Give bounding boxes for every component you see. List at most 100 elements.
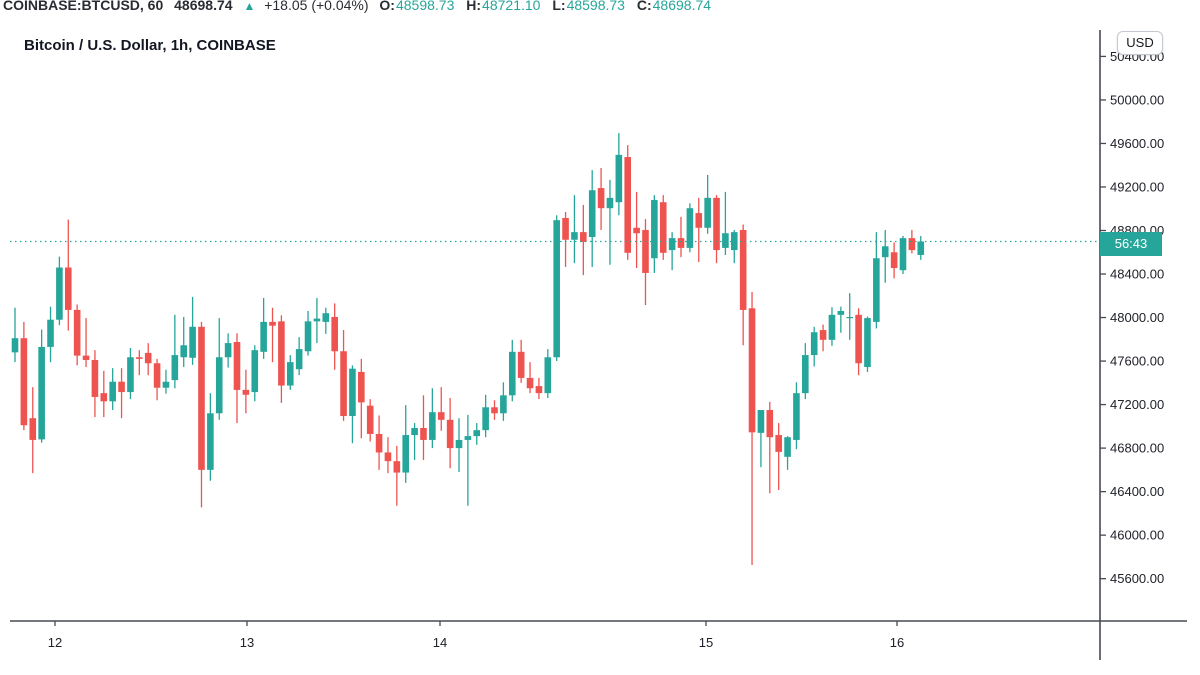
candle-body-up [251,350,259,393]
candle-body-down [144,352,152,364]
currency-button[interactable]: USD [1117,31,1163,55]
candle-body-down [153,363,161,388]
up-triangle-icon: ▲ [243,0,256,13]
candle-body-down [855,314,862,364]
candle-body-up [508,351,516,396]
candle-body-up [189,326,196,358]
candle-body-down [437,412,445,420]
price-axis-label: 48000.00 [1110,310,1164,325]
high-value: 48721.10 [482,0,541,13]
candle-body-down [535,386,543,394]
candle-body-down [748,308,756,433]
candle-body-up [322,313,330,322]
candle-body-up [615,154,623,203]
price-axis-label: 46800.00 [1110,441,1164,456]
time-axis-label: 12 [48,635,62,650]
candle-body-up [651,200,658,259]
candle-body-up [349,368,356,417]
price-axis-label: 47600.00 [1110,354,1164,369]
price-axis-label: 47200.00 [1110,397,1164,412]
countdown-price-label: 56:43 [1100,232,1162,256]
price-axis-label: 48400.00 [1110,267,1164,282]
candle-body-down [375,433,383,453]
price-axis-label: 45600.00 [1110,571,1164,586]
candle-body-down [242,389,250,395]
time-axis[interactable] [10,621,1187,660]
candle-body-down [393,461,401,473]
candle-body-up [757,410,765,433]
candle-body-up [810,332,818,356]
candle-body-up [846,316,854,319]
candle-body-up [881,246,889,258]
candle-body-down [269,321,276,326]
candle-body-up [402,435,410,473]
candle-body-up [473,430,481,437]
candle-body-down [659,202,667,253]
high-label: H: [466,0,482,13]
candle-body-up [215,357,223,414]
candle-body-up [47,319,54,347]
open-value: 48598.73 [395,0,455,13]
price-axis-label: 49200.00 [1110,179,1164,194]
candle-body-up [171,355,179,381]
candle-body-up [917,241,925,255]
open-label: O: [379,0,395,13]
candle-body-down [136,357,143,359]
candle-body-down [633,227,640,234]
candle-body-up [224,343,232,358]
symbol-text: COINBASE:BTCUSD, 60 [3,0,164,13]
candle-body-up [873,258,880,322]
time-axis-label: 16 [890,635,904,650]
candle-body-up [260,321,267,352]
candle-body-down [384,452,392,462]
candle-body-down [890,252,898,269]
candle-body-up [837,311,845,315]
candle-body-down [233,342,241,390]
candle-body-up [668,238,676,251]
candle-body-up [864,318,871,368]
candle-body-up [180,345,188,358]
candle-body-down [580,232,587,242]
candle-body-down [908,238,916,251]
time-axis-label: 14 [433,635,447,650]
low-value: 48598.73 [566,0,625,13]
candle-body-up [899,238,907,271]
candle-body-up [828,314,836,340]
close-value: 48698.74 [652,0,712,13]
price-axis-label: 46400.00 [1110,484,1164,499]
candle-body-up [464,436,472,440]
price-axis-label: 46000.00 [1110,528,1164,543]
candle-body-down [340,351,347,417]
candle-body-up [553,220,560,358]
candle-body-down [739,229,747,310]
candle-body-up [286,362,294,386]
candle-body-up [588,190,596,238]
candle-body-down [91,359,99,397]
candle-body-up [722,233,729,248]
candle-body-down [73,309,81,356]
candle-body-up [38,346,45,440]
candle-body-down [420,427,427,440]
candle-body-up [411,427,418,436]
candle-body-down [517,351,525,378]
candle-body-up [304,321,312,352]
close-label: C: [636,0,652,13]
price-axis[interactable] [1100,30,1187,621]
candle-body-down [118,381,125,393]
candle-body-down [677,238,685,248]
candle-body-down [331,316,338,352]
candle-body-up [429,412,436,440]
candle-body-down [100,393,108,402]
candle-body-up [109,381,116,402]
price-axis-label: 49600.00 [1110,136,1164,151]
candle-body-down [491,407,498,414]
time-axis-label: 15 [699,635,713,650]
candle-body-up [730,232,738,251]
last-price: 48698.74 [174,0,233,13]
symbol-info-bar: COINBASE:BTCUSD, 60 48698.74 ▲ +18.05 (+… [3,0,719,14]
candle-body-down [713,197,720,251]
candlestick-plot[interactable]: 50400.0050000.0049600.0049200.0048800.00… [10,30,1187,660]
candle-body-up [455,439,463,449]
candle-body-up [500,395,507,414]
candle-body-up [295,349,303,370]
